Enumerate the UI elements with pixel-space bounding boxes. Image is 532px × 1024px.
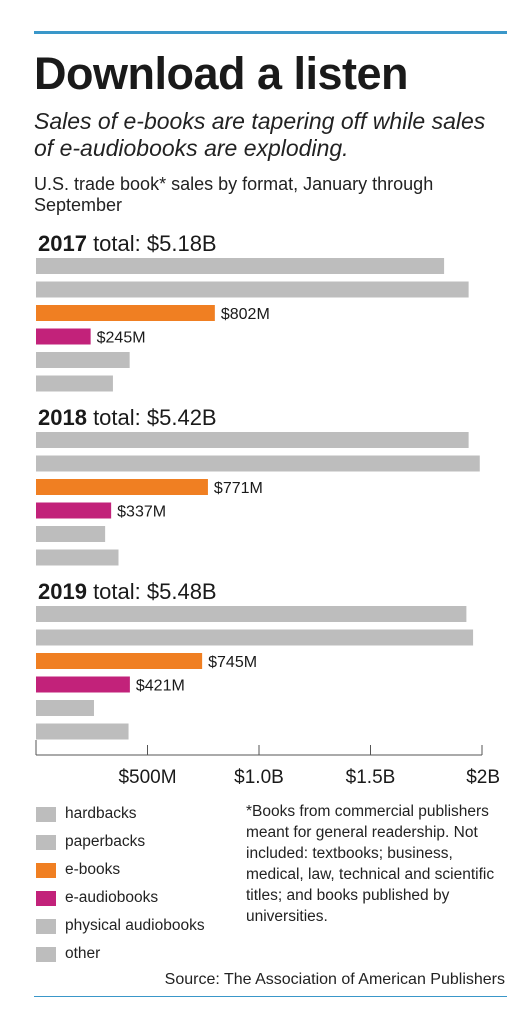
bar-2019-other (36, 723, 129, 740)
chart-subtitle: Sales of e-books are tapering off while … (34, 108, 486, 161)
group-year-2018: 2018 (38, 405, 87, 430)
group-year-2019: 2019 (38, 579, 87, 604)
bar-2019-paperbacks (36, 629, 474, 646)
legend-item-paperbacks: paperbacks (36, 828, 205, 856)
group-header-2017: 2017 total: $5.18B (38, 231, 217, 256)
data-label-2017-e-audiobooks: $245M (97, 330, 146, 347)
legend-label-e-books: e-books (65, 861, 121, 878)
bar-2018-hardbacks (36, 432, 469, 448)
bar-2017-other (36, 375, 113, 392)
data-label-2019-e-books: $745M (208, 654, 257, 671)
legend-item-e-audiobooks: e-audiobooks (36, 884, 205, 912)
bar-2019-e-audiobooks (36, 676, 130, 693)
legend-label-other: other (65, 945, 101, 962)
legend-swatch-other (36, 946, 56, 962)
bar-2018-e-books (36, 479, 208, 495)
legend-swatch-hardbacks (36, 806, 56, 822)
x-tick-label-1000: $1.0B (234, 767, 284, 788)
bar-2017-hardbacks (36, 258, 445, 274)
bar-2019-e-books (36, 653, 203, 669)
data-label-2017-e-books: $802M (221, 306, 270, 323)
legend-label-physical-audiobooks: physical audiobooks (65, 917, 205, 934)
legend-item-e-books: e-books (36, 856, 205, 884)
legend-label-e-audiobooks: e-audiobooks (65, 889, 159, 906)
x-tick-label-2000: $2B (466, 767, 500, 788)
legend-swatch-e-books (36, 862, 56, 878)
bar-2019-hardbacks (36, 606, 467, 622)
data-label-2018-e-books: $771M (214, 480, 263, 497)
bar-2017-e-audiobooks (36, 328, 91, 345)
x-tick-label-1500: $1.5B (346, 767, 396, 788)
legend-label-hardbacks: hardbacks (65, 805, 137, 822)
bar-2018-e-audiobooks (36, 502, 112, 519)
bar-2017-e-books (36, 305, 215, 321)
group-header-2018: 2018 total: $5.42B (38, 405, 217, 430)
legend-swatch-paperbacks (36, 834, 56, 850)
footnote: *Books from commercial publishers meant … (246, 803, 495, 925)
bar-chart: 2017 total: $5.18B $802M $245M 2018 total: … (35, 231, 500, 788)
source-note: Source: The Association of American Publ… (164, 971, 505, 988)
legend-swatch-physical-audiobooks (36, 918, 56, 934)
group-total-2019: total: $5.48B (87, 579, 217, 604)
bottom-rule (34, 996, 507, 997)
chart-title: Download a listen (34, 48, 409, 99)
data-label-2018-e-audiobooks: $337M (117, 504, 166, 521)
group-header-2019: 2019 total: $5.48B (38, 579, 217, 604)
legend-swatch-e-audiobooks (36, 890, 56, 906)
legend-label-paperbacks: paperbacks (65, 833, 146, 850)
legend-item-physical-audiobooks: physical audiobooks (36, 912, 205, 940)
group-year-2017: 2017 (38, 231, 87, 256)
bar-2018-paperbacks (36, 455, 480, 472)
bar-2019-physical-audiobooks (36, 700, 94, 716)
group-total-2018: total: $5.42B (87, 405, 217, 430)
legend-item-hardbacks: hardbacks (36, 800, 205, 828)
legend-item-other: other (36, 940, 205, 968)
bar-2018-physical-audiobooks (36, 526, 106, 542)
chart-description: U.S. trade book* sales by format, Januar… (34, 174, 434, 215)
group-total-2017: total: $5.18B (87, 231, 217, 256)
top-rule (34, 31, 507, 34)
bar-2018-other (36, 549, 119, 566)
bar-2017-paperbacks (36, 281, 469, 298)
legend: hardbacks paperbacks e-books e-audiobook… (36, 800, 205, 968)
data-label-2019-e-audiobooks: $421M (136, 678, 185, 695)
bar-2017-physical-audiobooks (36, 352, 130, 368)
x-tick-label-500: $500M (118, 767, 176, 788)
